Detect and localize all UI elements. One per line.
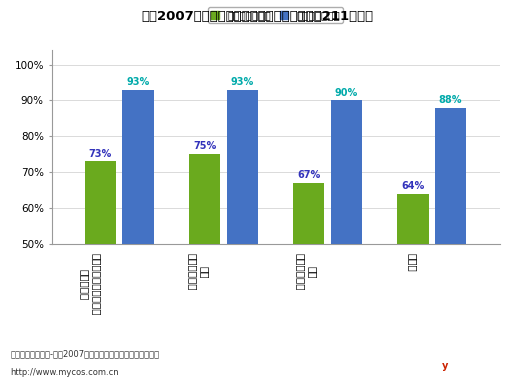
Bar <box>331 101 362 244</box>
Text: 无实习: 无实习 <box>407 253 417 272</box>
Text: 73%: 73% <box>89 149 112 159</box>
Bar <box>435 108 466 244</box>
Text: 既有专业相关也有专业
无关的实习: 既有专业相关也有专业 无关的实习 <box>79 253 101 316</box>
Text: COS: COS <box>451 357 479 370</box>
Bar <box>398 194 428 244</box>
Text: y: y <box>442 361 449 371</box>
Bar <box>227 90 258 244</box>
Legend: 毕业时的就业率, 半年后的就业率: 毕业时的就业率, 半年后的就业率 <box>208 7 343 23</box>
Text: 90%: 90% <box>335 87 358 98</box>
Text: 93%: 93% <box>126 77 150 87</box>
Text: 75%: 75% <box>193 141 216 151</box>
Text: 93%: 93% <box>231 77 254 87</box>
Bar <box>293 183 324 244</box>
Text: 64%: 64% <box>401 181 425 191</box>
Text: 数据来源：麦可思-中国2007届大学毕业生求职与工作能力调查: 数据来源：麦可思-中国2007届大学毕业生求职与工作能力调查 <box>10 349 160 358</box>
Text: M: M <box>427 357 440 370</box>
Text: Data by: Data by <box>341 359 385 368</box>
Text: http://www.mycos.com.cn: http://www.mycos.com.cn <box>10 368 119 377</box>
Text: 有，
专业无关实习: 有， 专业无关实习 <box>295 253 318 291</box>
Text: 88%: 88% <box>439 95 462 105</box>
Text: 67%: 67% <box>297 170 320 180</box>
Text: 有，
专业相关实习: 有， 专业相关实习 <box>187 253 210 291</box>
Bar <box>189 154 220 244</box>
Bar <box>123 90 153 244</box>
Text: 中国2007届大学毕业生实习对就业率的影响（211院校）: 中国2007届大学毕业生实习对就业率的影响（211院校） <box>142 10 373 23</box>
Bar <box>85 161 116 244</box>
